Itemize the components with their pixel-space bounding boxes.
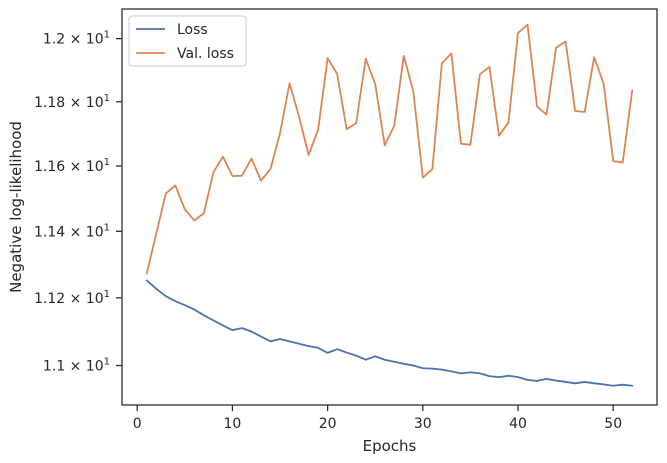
y-tick-mantissa: 1.12 × 10 [34, 291, 104, 307]
y-tick-label: 1.16 × 101 [34, 157, 110, 175]
x-tick-label: 30 [414, 416, 432, 432]
x-tick-label: 40 [509, 416, 527, 432]
y-tick-exponent: 1 [104, 157, 110, 168]
y-tick-exponent: 1 [104, 222, 110, 233]
x-tick-label: 0 [133, 416, 142, 432]
plot-background [122, 9, 657, 405]
y-tick-exponent: 1 [104, 289, 110, 300]
x-tick-label: 10 [224, 416, 242, 432]
x-tick-label: 50 [604, 416, 622, 432]
series-layer [145, 23, 634, 387]
x-tick-label: 20 [319, 416, 337, 432]
x-axis: 0 10 20 30 40 50 [133, 405, 622, 432]
y-tick-exponent: 1 [104, 93, 110, 104]
y-tick-mantissa: 1.14 × 10 [34, 224, 104, 240]
series-line-val-loss [145, 23, 634, 275]
y-tick-mantissa: 1.1 × 10 [43, 359, 104, 375]
y-tick-label: 1.18 × 101 [34, 93, 110, 111]
plot-frame [121, 8, 658, 406]
y-tick-mantissa: 1.2 × 10 [43, 32, 104, 48]
series-line-loss [145, 279, 634, 387]
legend: Loss Val. loss [128, 15, 247, 67]
y-tick-mantissa: 1.18 × 10 [34, 95, 104, 111]
y-tick-exponent: 1 [104, 357, 110, 368]
y-tick-label: 1.1 × 101 [43, 357, 110, 375]
legend-label-loss: Loss [177, 22, 208, 38]
y-tick-mantissa: 1.16 × 10 [34, 159, 104, 175]
legend-label-val-loss: Val. loss [177, 46, 234, 62]
x-axis-label: Epochs [363, 437, 417, 455]
y-tick-exponent: 1 [104, 30, 110, 41]
y-tick-label: 1.14 × 101 [34, 222, 110, 240]
y-tick-label: 1.12 × 101 [34, 289, 110, 307]
y-tick-label: 1.2 × 101 [43, 30, 110, 48]
y-axis-label: Negative log-likelihood [7, 121, 25, 293]
